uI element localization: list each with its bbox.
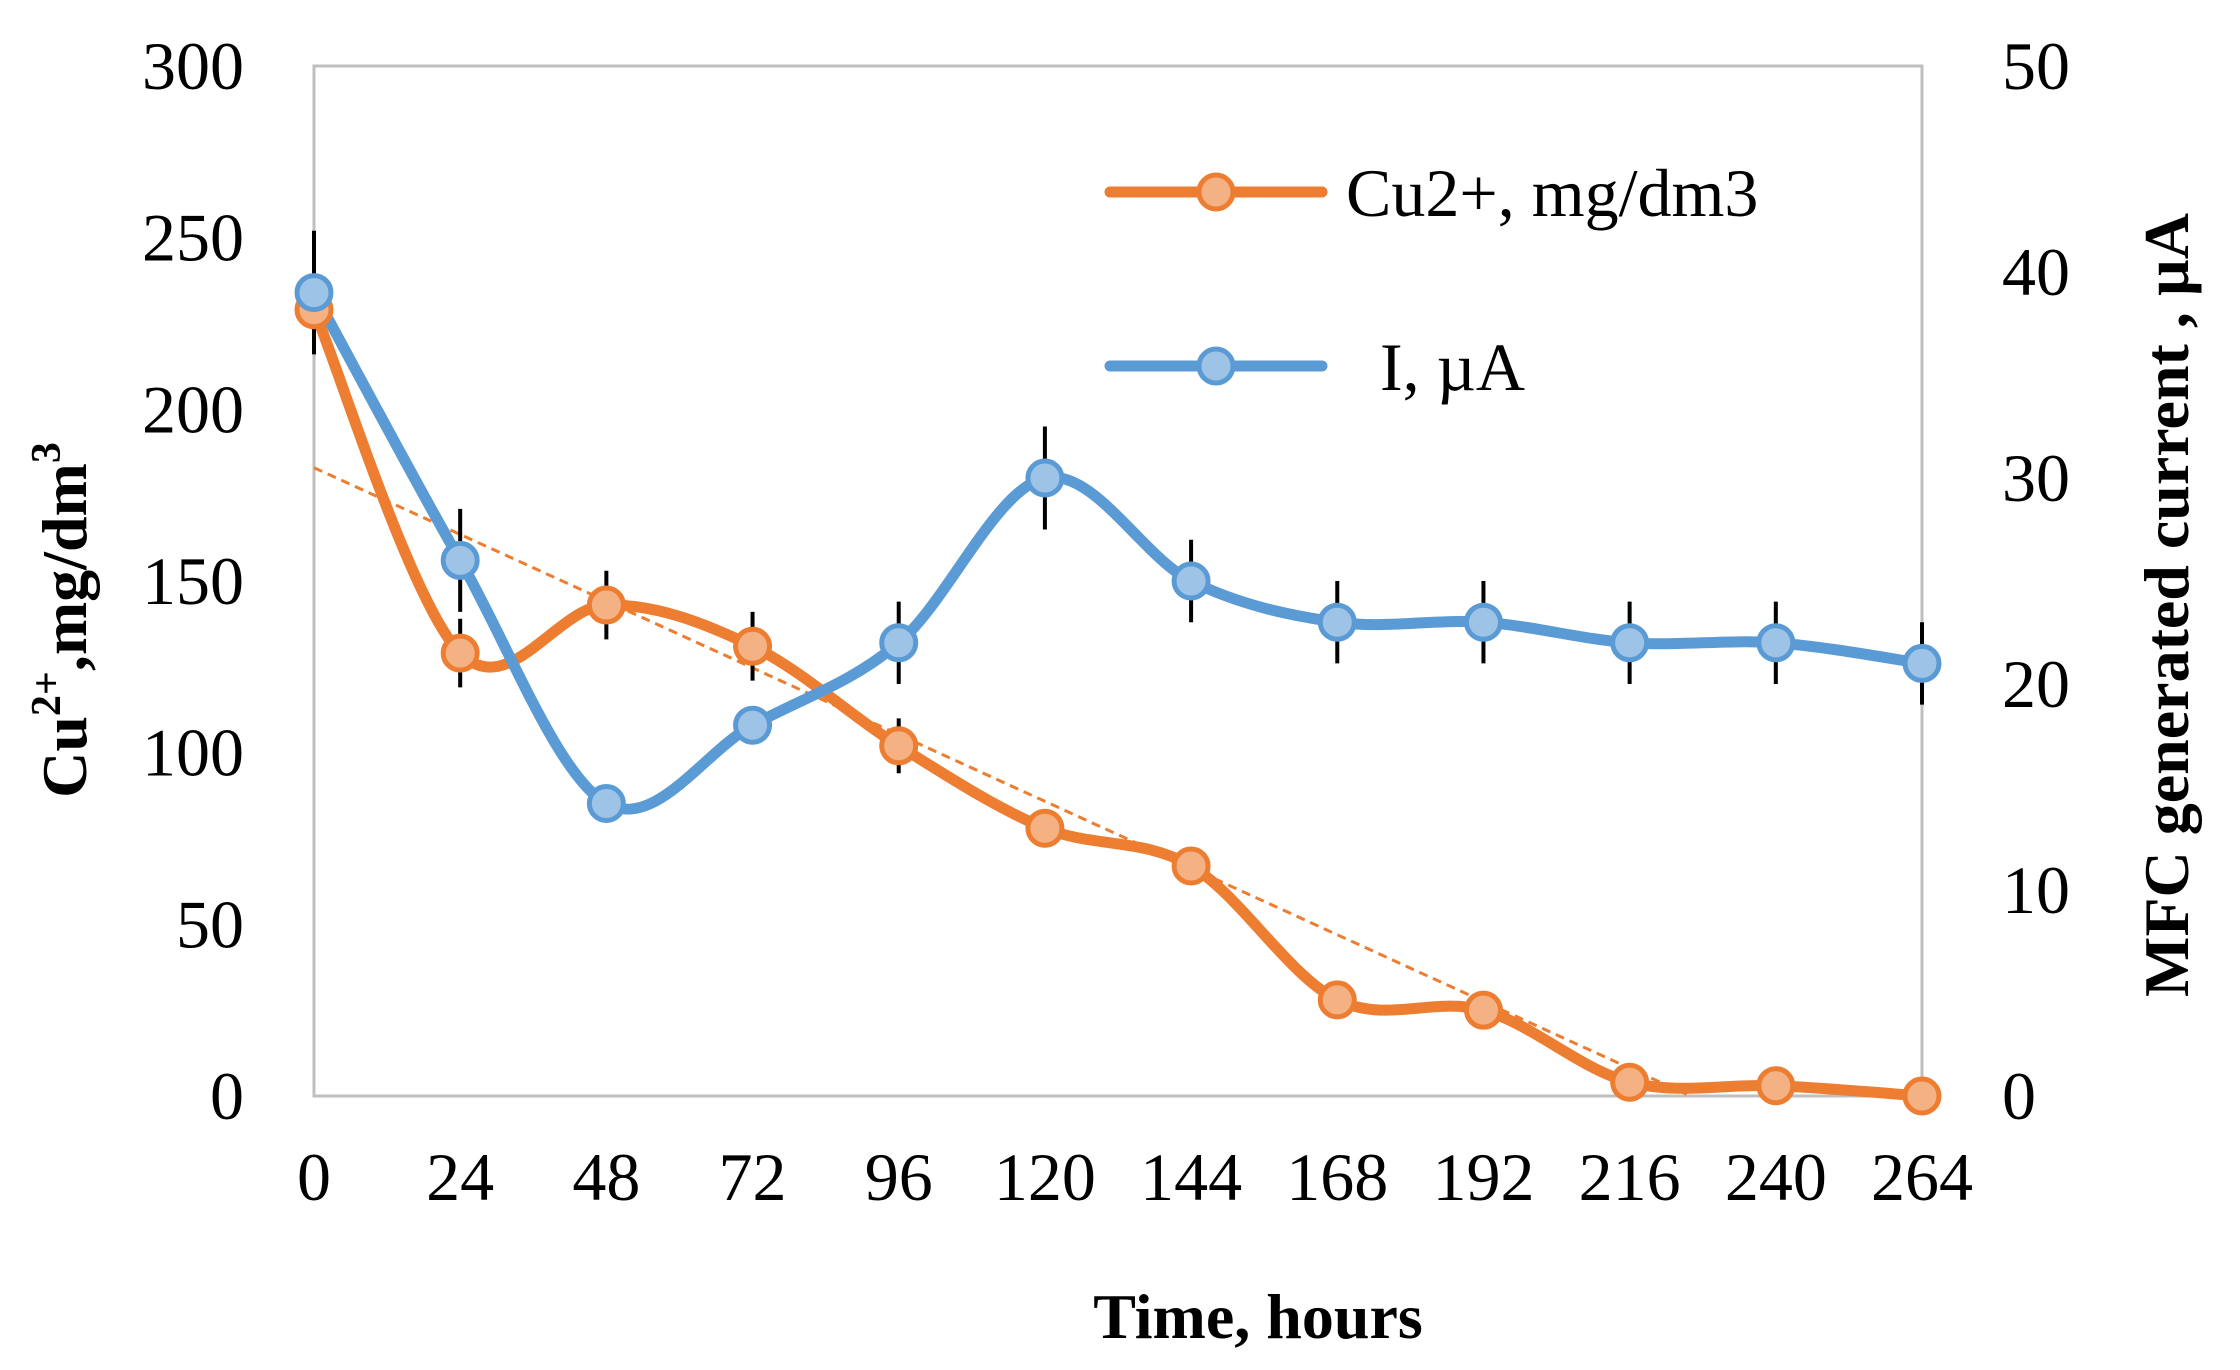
y-axis-title: Cu2+,mg/dm3 (24, 442, 100, 798)
cu-trendline (313, 466, 1692, 1098)
y-tick-label: 250 (142, 200, 244, 276)
data-point-cu (1025, 808, 1065, 848)
y2-tick-label: 0 (2002, 1058, 2036, 1134)
x-tick-label: 0 (297, 1139, 331, 1215)
data-point-cu (1171, 846, 1211, 886)
data-point-current (1317, 602, 1357, 642)
legend: Cu2+, mg/dm3 I, µA (1104, 155, 1758, 405)
legend-label-cu: Cu2+, mg/dm3 (1346, 155, 1758, 231)
x-tick-label: 240 (1725, 1139, 1827, 1215)
data-point-current (294, 273, 334, 313)
data-point-cu (733, 626, 773, 666)
data-point-cu (1902, 1076, 1942, 1116)
data-point-current (1610, 623, 1650, 663)
legend-marker-current (1196, 346, 1236, 386)
y-axis-ticks: 0 50 100 150 200 250 300 (142, 28, 244, 1134)
data-point-cu (1610, 1062, 1650, 1102)
y-tick-label: 300 (142, 28, 244, 104)
y2-tick-label: 10 (2002, 852, 2070, 928)
data-point-cu (1463, 990, 1503, 1030)
data-point-current (1463, 602, 1503, 642)
y-tick-label: 100 (142, 715, 244, 791)
y2-tick-label: 40 (2002, 234, 2070, 310)
data-point-current (1756, 623, 1796, 663)
y-axis-title-sup: 2+ (24, 671, 70, 716)
x-tick-label: 72 (719, 1139, 787, 1215)
legend-label-current: I, µA (1380, 329, 1525, 405)
legend-item-cu: Cu2+, mg/dm3 (1104, 155, 1758, 231)
x-tick-label: 96 (865, 1139, 933, 1215)
y2-axis-title: MFC generated current , µA (2131, 213, 2202, 997)
y2-tick-label: 20 (2002, 646, 2070, 722)
legend-item-current: I, µA (1104, 329, 1525, 405)
data-point-cu (440, 633, 480, 673)
data-point-cu (1756, 1066, 1796, 1106)
y2-tick-label: 50 (2002, 28, 2070, 104)
data-point-current (879, 623, 919, 663)
data-point-cu (879, 726, 919, 766)
data-point-current (1171, 561, 1211, 601)
x-tick-label: 144 (1140, 1139, 1242, 1215)
data-point-cu (1317, 980, 1357, 1020)
data-point-current (586, 783, 626, 823)
x-tick-label: 120 (994, 1139, 1096, 1215)
series-markers-layer (294, 273, 1942, 1116)
y-axis-title-mid: ,mg/dm (29, 463, 100, 671)
data-point-current (733, 705, 773, 745)
y-axis-title-sup2: 3 (24, 442, 70, 463)
x-tick-label: 216 (1579, 1139, 1681, 1215)
legend-marker-cu (1196, 172, 1236, 212)
y-tick-label: 50 (176, 886, 244, 962)
data-point-current (1025, 458, 1065, 498)
x-tick-label: 192 (1432, 1139, 1534, 1215)
x-axis-title: Time, hours (1093, 1281, 1423, 1352)
y-tick-label: 200 (142, 371, 244, 447)
y-tick-label: 0 (210, 1058, 244, 1134)
y2-tick-label: 30 (2002, 440, 2070, 516)
x-tick-label: 24 (426, 1139, 494, 1215)
y2-axis-ticks: 0 10 20 30 40 50 (2002, 28, 2070, 1134)
x-tick-label: 264 (1871, 1139, 1973, 1215)
data-point-current (1902, 643, 1942, 683)
trendline-layer (313, 466, 1692, 1098)
x-tick-label: 48 (572, 1139, 640, 1215)
x-tick-label: 168 (1286, 1139, 1388, 1215)
x-axis-ticks: 0 24 48 72 96 120 144 168 192 216 240 264 (297, 1139, 1973, 1215)
y-tick-label: 150 (142, 543, 244, 619)
data-point-current (440, 540, 480, 580)
plot-area (312, 64, 1924, 1098)
y-axis-title-main: Cu (29, 716, 100, 798)
data-point-cu (586, 585, 626, 625)
